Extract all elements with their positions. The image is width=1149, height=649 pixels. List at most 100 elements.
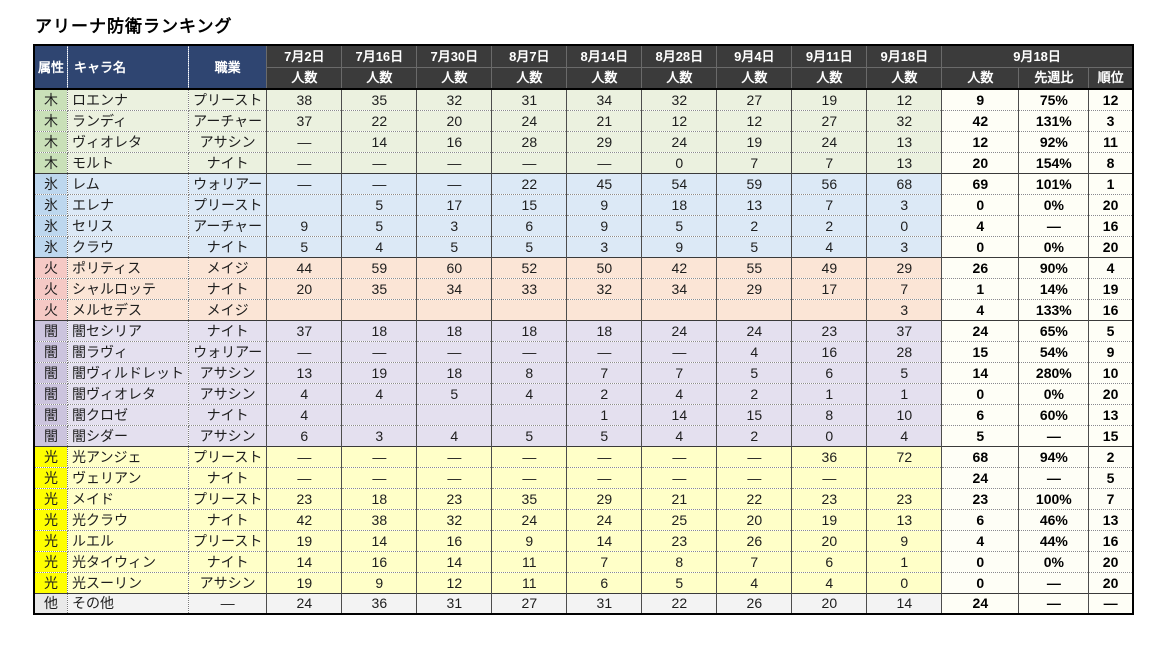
- count-cell: 13: [266, 362, 343, 384]
- week-over-week-cell: —: [1018, 425, 1090, 447]
- week-over-week-cell: 94%: [1018, 445, 1090, 468]
- table-row: 闇闇ヴィルドレット アサシン 13 19 18 8 7 7 5 6 5 14 280% 10: [34, 362, 1134, 384]
- date-header: 8月7日: [491, 44, 568, 68]
- count-cell: 0: [641, 152, 718, 174]
- attribute-cell: 他: [34, 592, 69, 614]
- table-row: 氷セリス アーチャー 9 5 3 6 9 5 2 2 0 4—16: [34, 215, 1134, 237]
- job-cell: ナイト: [188, 152, 268, 174]
- count-cell: 4: [266, 383, 343, 405]
- latest-count-cell: 42: [941, 110, 1020, 132]
- count-cell: 72: [866, 445, 943, 468]
- count-cell: 20: [416, 110, 493, 132]
- count-cell: 44: [266, 256, 343, 279]
- count-cell: —: [491, 152, 568, 174]
- count-subheader: 人数: [866, 66, 943, 90]
- character-name-cell: シャルロッテ: [67, 278, 190, 300]
- count-cell: 11: [491, 551, 568, 573]
- latest-date-header: 9月18日: [941, 44, 1134, 68]
- count-cell: 34: [416, 278, 493, 300]
- count-cell: 18: [341, 488, 418, 510]
- latest-count-cell: 4: [941, 215, 1020, 237]
- count-cell: 11: [491, 572, 568, 594]
- job-cell: ウォリアー: [188, 172, 268, 195]
- count-cell: 28: [491, 131, 568, 153]
- count-cell: 31: [491, 88, 568, 111]
- character-name-cell: モルト: [67, 152, 190, 174]
- count-subheader: 人数: [791, 66, 868, 90]
- count-cell: 38: [266, 88, 343, 111]
- attribute-cell: 氷: [34, 236, 69, 258]
- count-cell: 24: [791, 131, 868, 153]
- count-cell: 42: [641, 256, 718, 279]
- latest-count-cell: 6: [941, 509, 1020, 531]
- attribute-cell: 闇: [34, 404, 69, 426]
- count-cell: 29: [566, 488, 643, 510]
- job-cell: ナイト: [188, 551, 268, 573]
- table-row: 闇闇クロゼ ナイト 4 1 14 15 8 10 6 60% 13: [34, 404, 1134, 426]
- count-cell: 31: [416, 592, 493, 614]
- count-cell: 17: [791, 278, 868, 300]
- character-name-cell: 光タイウィン: [67, 551, 190, 573]
- latest-count-cell: 4: [941, 299, 1020, 321]
- count-cell: 26: [716, 592, 793, 614]
- count-cell: 19: [341, 362, 418, 384]
- job-cell: アーチャー: [188, 215, 268, 237]
- attribute-cell: 光: [34, 445, 69, 468]
- count-cell: —: [341, 152, 418, 174]
- job-cell: メイジ: [188, 256, 268, 279]
- attribute-cell: 火: [34, 256, 69, 279]
- latest-count-cell: 12: [941, 131, 1020, 153]
- count-cell: 4: [416, 425, 493, 447]
- rank-cell: 16: [1088, 530, 1134, 552]
- attribute-cell: 木: [34, 110, 69, 132]
- count-cell: 16: [416, 530, 493, 552]
- table-row: 光光タイウィン ナイト 14 16 14 11 7 8 7 6 1 0 0% 20: [34, 551, 1134, 573]
- count-cell: —: [641, 341, 718, 363]
- table-row: 氷エレナ プリースト 5 17 15 9 18 13 7 3 0 0% 20: [34, 194, 1134, 216]
- latest-count-cell: 68: [941, 445, 1020, 468]
- count-cell: 27: [791, 110, 868, 132]
- latest-count-cell: 0: [941, 572, 1020, 594]
- latest-count-cell: 20: [941, 152, 1020, 174]
- date-header: 7月16日: [341, 44, 418, 68]
- rank-cell: 11: [1088, 131, 1134, 153]
- attribute-cell: 火: [34, 278, 69, 300]
- date-header: 7月30日: [416, 44, 493, 68]
- table-row: 氷クラウ ナイト 5 4 5 5 3 9 5 4 3 0 0% 20: [34, 236, 1134, 258]
- header-row-dates: 属性 キャラ名 職業 7月2日 7月16日 7月30日 8月7日 8月14日 8月28日 9月4日…: [33, 44, 1134, 90]
- count-cell: 23: [641, 530, 718, 552]
- character-name-cell: ランディ: [67, 110, 190, 132]
- job-cell: ナイト: [188, 278, 268, 300]
- latest-count-cell: 5: [941, 425, 1020, 447]
- count-cell: 3: [866, 194, 943, 216]
- count-cell: —: [491, 341, 568, 363]
- count-cell: 0: [866, 572, 943, 594]
- count-cell: 14: [341, 530, 418, 552]
- count-cell: 45: [566, 172, 643, 195]
- job-cell: プリースト: [188, 445, 268, 468]
- attribute-cell: 光: [34, 530, 69, 552]
- count-subheader: 人数: [716, 66, 793, 90]
- count-cell: 32: [416, 509, 493, 531]
- count-cell: —: [416, 341, 493, 363]
- count-cell: 19: [791, 88, 868, 111]
- character-name-cell: 闇クロゼ: [67, 404, 190, 426]
- count-cell: 0: [791, 425, 868, 447]
- count-cell: 23: [791, 319, 868, 342]
- attribute-cell: 闇: [34, 383, 69, 405]
- count-cell: 18: [641, 194, 718, 216]
- latest-column-header: 順位: [1088, 66, 1134, 90]
- week-over-week-cell: 280%: [1018, 362, 1090, 384]
- character-name-cell: その他: [67, 592, 190, 614]
- count-cell: [491, 299, 568, 321]
- count-cell: 12: [416, 572, 493, 594]
- table-row: 光ヴェリアン ナイト — — — — — — — —24—5: [34, 467, 1134, 489]
- count-cell: 19: [791, 509, 868, 531]
- character-name-cell: 光スーリン: [67, 572, 190, 594]
- job-cell: アサシン: [188, 131, 268, 153]
- count-cell: 5: [716, 236, 793, 258]
- attribute-cell: 木: [34, 152, 69, 174]
- count-cell: 18: [416, 362, 493, 384]
- count-cell: 5: [416, 383, 493, 405]
- count-cell: 13: [866, 509, 943, 531]
